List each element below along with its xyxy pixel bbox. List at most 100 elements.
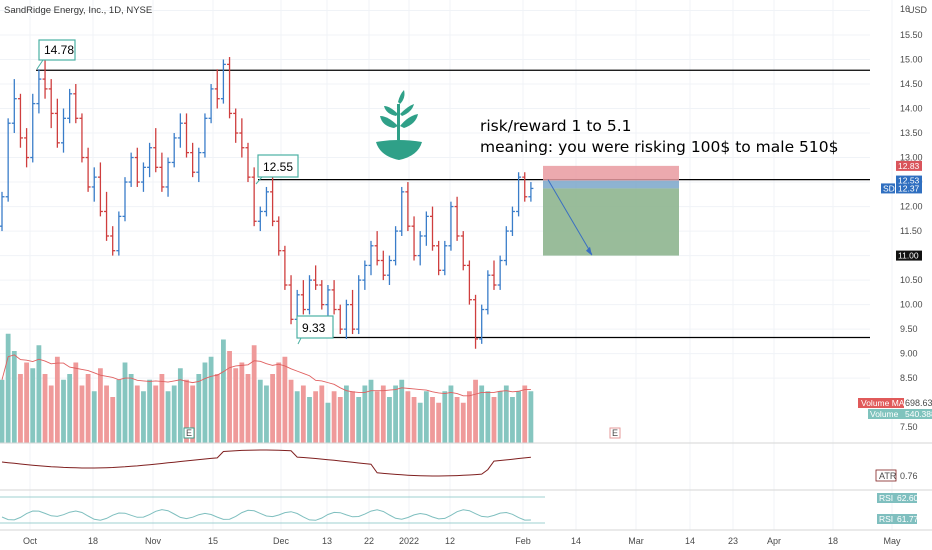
volume-bar — [331, 391, 337, 443]
price-callouts[interactable]: 14.78 12.55 9.33 — [36, 39, 334, 345]
time-axis-label: Apr — [767, 536, 781, 546]
rsi-line — [1, 509, 531, 521]
volume-pane — [0, 333, 534, 443]
svg-text:RSI: RSI — [879, 493, 893, 503]
callout-pointer — [297, 337, 302, 345]
price-callout[interactable]: 12.55 — [255, 154, 299, 185]
take-profit-zone[interactable] — [543, 188, 679, 256]
price-axis-label: 15.00 — [900, 54, 923, 64]
price-callout[interactable]: 14.78 — [36, 39, 76, 70]
time-axis-label: 23 — [728, 536, 738, 546]
volume-bar — [288, 379, 294, 443]
volume-bar — [479, 385, 485, 443]
svg-text:540.388K: 540.388K — [905, 409, 932, 419]
volume-bar — [411, 397, 417, 443]
price-axis-label: 9.50 — [900, 324, 918, 334]
note-line-1: risk/reward 1 to 5.1 — [480, 117, 632, 135]
volume-bar — [171, 385, 177, 443]
volume-bar — [528, 391, 534, 443]
time-axis-label: 15 — [208, 536, 218, 546]
volume-bar — [448, 385, 454, 443]
volume-bar — [177, 368, 183, 443]
volume-bar — [184, 379, 189, 443]
time-axis-label: 2022 — [399, 536, 419, 546]
price-axis-label: 12.00 — [900, 202, 923, 212]
price-tag-label: 12.37 — [898, 183, 920, 193]
volume-bar — [36, 345, 42, 443]
trade-setup[interactable] — [543, 165, 679, 256]
stop-loss-zone[interactable] — [543, 165, 679, 181]
volume-bar — [221, 339, 226, 443]
volume-bar — [264, 385, 269, 443]
volume-bar — [42, 374, 48, 443]
volume-bar — [190, 385, 196, 443]
volume-bar — [510, 397, 515, 443]
volume-bar — [11, 351, 17, 443]
volume-bar — [5, 333, 11, 443]
volume-bar — [497, 391, 503, 443]
volume-bar — [147, 379, 152, 443]
volume-bar — [214, 374, 220, 443]
note-line-2: meaning: you were risking 100$ to male 5… — [480, 138, 839, 156]
volume-bar — [485, 391, 491, 443]
volume-bar — [18, 374, 23, 443]
volume-bar — [24, 362, 29, 443]
volume-bar — [350, 391, 355, 443]
volume-ma-legend: Volume MA 698.63K — [858, 398, 932, 408]
time-axis-label: 13 — [322, 536, 332, 546]
price-axis[interactable]: 1615.5015.0014.5014.0013.5013.0012.5012.… — [881, 4, 923, 432]
price-tag-box — [896, 160, 922, 171]
volume-bar — [344, 385, 349, 443]
price-axis-label: 15.50 — [900, 30, 923, 40]
volume-bar — [0, 379, 5, 443]
price-axis-label: 10.50 — [900, 275, 923, 285]
callout-label: 9.33 — [302, 321, 326, 335]
volume-bar — [380, 385, 386, 443]
callout-box — [296, 315, 334, 339]
callout-box — [38, 39, 76, 61]
rsi-legend-lower: RSI 61.77 — [877, 514, 919, 524]
volume-bar — [208, 356, 214, 443]
earnings-marker[interactable]: E — [183, 427, 195, 439]
price-tag: 12.53 — [896, 175, 922, 186]
price-tag-label: 12.83 — [898, 161, 920, 171]
volume-bar — [393, 385, 398, 443]
volume-bar — [454, 397, 460, 443]
volume-bar — [368, 379, 374, 443]
price-axis-label: 13.00 — [900, 153, 923, 163]
volume-bar — [227, 351, 232, 443]
price-callout[interactable]: 9.33 — [296, 315, 334, 345]
price-tag-box — [896, 250, 922, 261]
callout-box — [257, 154, 299, 178]
volume-bar — [122, 362, 128, 443]
time-axis-label: 12 — [445, 536, 455, 546]
volume-bar — [202, 362, 208, 443]
volume-bar — [460, 402, 466, 443]
volume-bar — [73, 362, 79, 443]
price-tag-box — [896, 175, 922, 186]
volume-bar — [98, 368, 103, 443]
volume-bar — [436, 402, 442, 443]
earnings-marker-future[interactable]: E — [609, 427, 621, 439]
svg-text:Volume MA: Volume MA — [861, 398, 905, 408]
svg-text:E: E — [612, 428, 618, 438]
volume-bar — [417, 402, 423, 443]
projection-line — [547, 179, 593, 255]
time-axis-label: May — [883, 536, 901, 546]
callout-label: 12.55 — [263, 160, 293, 174]
time-axis[interactable]: Oct 18 Nov 15 Dec 13 22 2022 12 Feb 14 Mar 14 23 Apr 18… — [23, 536, 901, 546]
rsi-legend-upper: RSI 62.60 — [877, 493, 919, 503]
volume-bar — [473, 379, 478, 443]
volume-bar — [374, 391, 380, 443]
time-axis-label: 22 — [364, 536, 374, 546]
entry-zone[interactable] — [543, 180, 679, 189]
volume-bar — [159, 374, 165, 443]
volume-bar — [61, 379, 66, 443]
volume-bar — [356, 397, 362, 443]
volume-bar — [282, 356, 288, 443]
volume-bar — [294, 391, 300, 443]
callout-pointer — [255, 176, 263, 185]
volume-bar — [423, 391, 429, 443]
